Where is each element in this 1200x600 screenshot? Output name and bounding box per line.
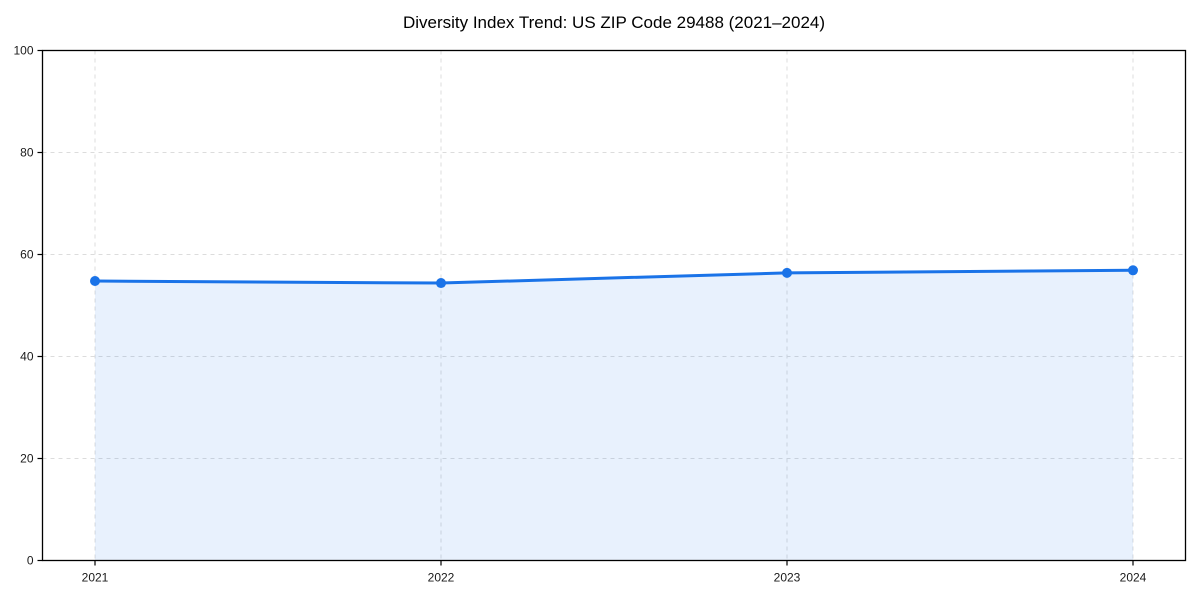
- x-tick-label: 2024: [1120, 571, 1147, 585]
- y-tick-label: 60: [20, 248, 34, 262]
- x-tick-label: 2021: [82, 571, 109, 585]
- trend-line: [93, 268, 1135, 285]
- x-tick-label: 2022: [428, 571, 455, 585]
- y-tick-label: 100: [13, 44, 33, 58]
- area-fill: [95, 270, 1133, 561]
- data-point: [436, 278, 446, 289]
- chart-title: Diversity Index Trend: US ZIP Code 29488…: [402, 13, 826, 32]
- y-tick-label: 40: [20, 350, 34, 364]
- x-tick-label: 2023: [774, 571, 801, 585]
- y-tick-label: 0: [27, 554, 34, 568]
- data-point: [782, 267, 792, 278]
- plot-background: [42, 50, 1186, 561]
- data-point: [90, 276, 100, 287]
- y-tick-label: 80: [20, 146, 34, 160]
- y-tick-label: 20: [20, 452, 34, 466]
- plot-frame: [41, 49, 1187, 562]
- data-point: [1128, 265, 1138, 276]
